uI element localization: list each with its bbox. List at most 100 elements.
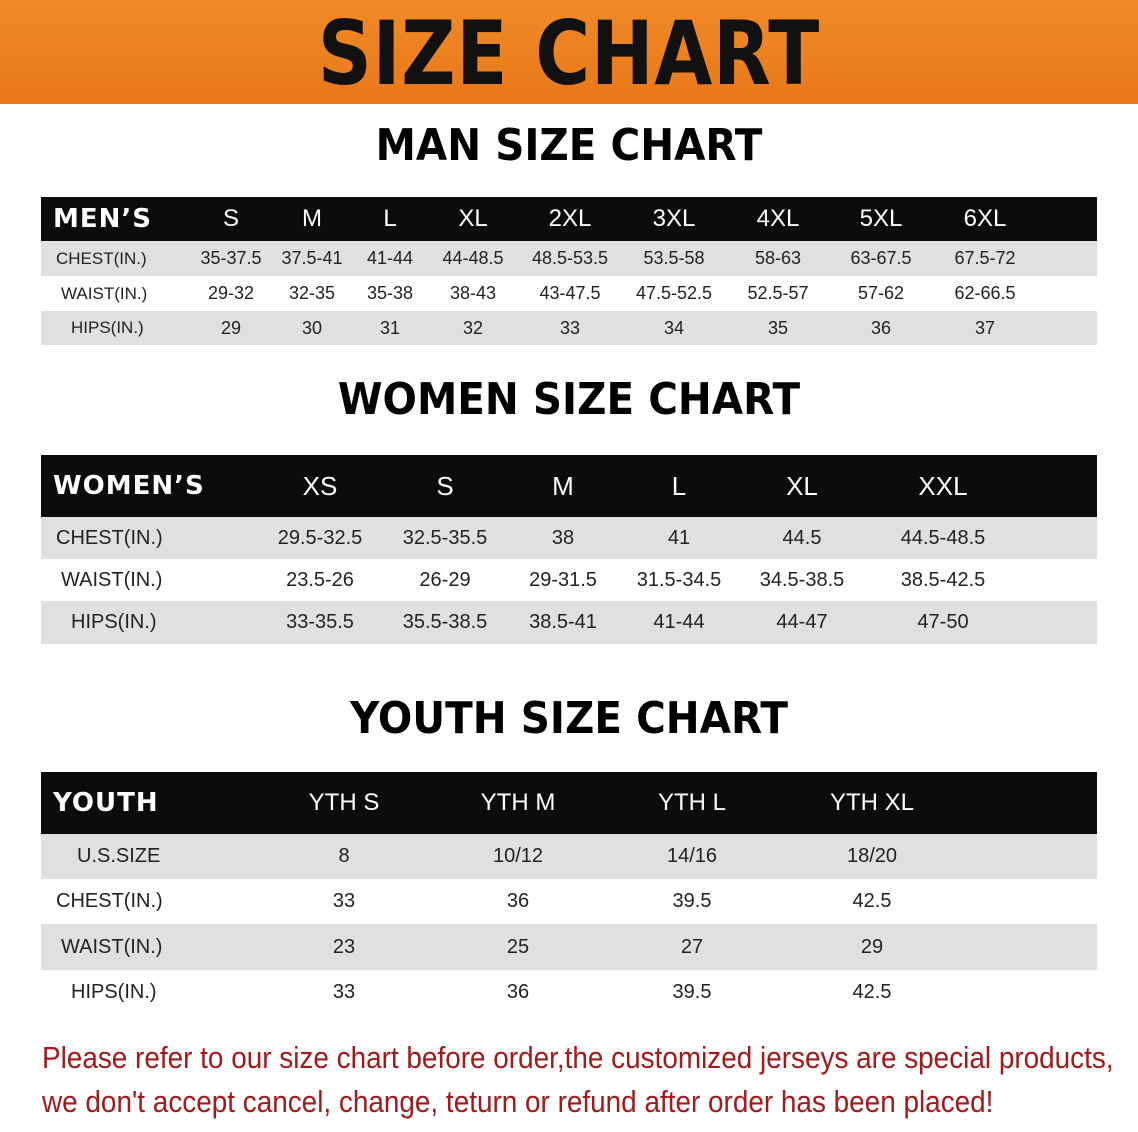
table-cell: 37 <box>974 317 996 338</box>
size-header-s: S <box>222 205 240 232</box>
table-cell: 44-48.5 <box>442 248 504 268</box>
table-cell: 36 <box>506 981 530 1003</box>
table-cell: 67.5-72 <box>954 248 1016 268</box>
table-row: HIPS(IN.) 33-35.5 35.5-38.5 38.5-41 41-44 44-… <box>41 601 1097 644</box>
row-label: HIPS(IN.) <box>71 318 144 337</box>
row-label: WAIST(IN.) <box>61 568 163 591</box>
table-cell: 29-32 <box>207 283 255 303</box>
women-size-table: WOMEN’S XS S M L XL XXL CHEST(IN.) 29.5-32.5 32.5… <box>41 455 1097 644</box>
women-header-label: WOMEN’S <box>53 471 205 501</box>
men-section-title: MAN SIZE CHART <box>375 120 763 171</box>
table-cell: 33 <box>332 890 356 912</box>
table-cell: 23.5-26 <box>286 568 354 591</box>
banner-title: SIZE CHART <box>317 2 821 105</box>
table-cell: 41-44 <box>366 248 414 268</box>
table-cell: 48.5-53.5 <box>531 248 609 268</box>
size-header-4xl: 4XL <box>756 205 800 232</box>
table-cell: 38 <box>551 526 575 549</box>
table-cell: 31 <box>379 317 401 338</box>
table-cell: 58-63 <box>754 248 802 268</box>
table-cell: 26-29 <box>419 568 471 591</box>
table-cell: 8 <box>338 845 350 867</box>
table-cell: 29 <box>860 935 884 958</box>
table-cell: 43-47.5 <box>539 283 601 303</box>
size-header-yth-xl: YTH XL <box>829 789 915 816</box>
size-header-xl: XL <box>458 205 488 232</box>
table-cell: 42.5 <box>852 890 892 912</box>
row-label: WAIST(IN.) <box>61 935 163 958</box>
men-header-label: MEN’S <box>53 204 152 234</box>
size-header-yth-m: YTH M <box>480 789 556 816</box>
size-header-m: M <box>552 470 574 501</box>
table-cell: 41 <box>667 526 691 549</box>
table-cell: 37.5-41 <box>281 248 343 268</box>
row-label: WAIST(IN.) <box>61 283 148 303</box>
table-cell: 31.5-34.5 <box>636 568 722 591</box>
table-cell: 63-67.5 <box>850 248 912 268</box>
size-header-6xl: 6XL <box>963 205 1007 232</box>
table-row: CHEST(IN.) 35-37.5 37.5-41 41-44 44-48.5 48.5… <box>41 241 1097 276</box>
table-cell: 35.5-38.5 <box>402 611 488 633</box>
table-cell: 47-50 <box>917 611 969 633</box>
table-cell: 52.5-57 <box>747 283 809 303</box>
table-cell: 62-66.5 <box>954 283 1016 303</box>
table-cell: 33-35.5 <box>286 611 354 633</box>
women-header-row: WOMEN’S XS S M L XL XXL <box>41 455 1097 517</box>
table-row: WAIST(IN.) 29-32 32-35 35-38 38-43 43-47.5 47.… <box>41 276 1097 311</box>
size-header-m: M <box>302 205 322 232</box>
row-label: CHEST(IN.) <box>56 526 163 549</box>
table-cell: 18/20 <box>846 845 898 867</box>
size-header-yth-l: YTH L <box>657 789 727 816</box>
table-cell: 32 <box>462 317 484 338</box>
banner: SIZE CHART <box>0 0 1138 105</box>
table-cell: 53.5-58 <box>643 248 705 268</box>
notice-line-1: Please refer to our size chart before or… <box>42 1040 1114 1075</box>
size-header-xl: XL <box>786 470 818 501</box>
men-size-table: MEN’S S M L XL 2XL 3XL 4XL 5XL 6XL CHEST(IN.) 35-37… <box>41 197 1097 345</box>
table-cell: 38-43 <box>449 283 497 303</box>
women-section-title: WOMEN SIZE CHART <box>337 374 801 425</box>
size-header-2xl: 2XL <box>548 205 592 232</box>
table-cell: 57-62 <box>857 283 905 303</box>
men-header-row: MEN’S S M L XL 2XL 3XL 4XL 5XL 6XL <box>41 197 1097 241</box>
table-cell: 33 <box>559 317 581 338</box>
table-cell: 35 <box>767 317 789 338</box>
table-cell: 44.5-48.5 <box>900 526 986 549</box>
table-cell: 36 <box>506 890 530 912</box>
table-row: CHEST(IN.) 29.5-32.5 32.5-35.5 38 41 44.5 44.5… <box>41 517 1097 559</box>
notice-line-2: we don't accept cancel, change, teturn o… <box>42 1084 994 1119</box>
size-header-3xl: 3XL <box>652 205 696 232</box>
table-cell: 25 <box>506 935 530 958</box>
table-cell: 35-37.5 <box>200 248 262 268</box>
table-row: WAIST(IN.) 23.5-26 26-29 29-31.5 31.5-34.5 34… <box>41 559 1097 601</box>
row-label: CHEST(IN.) <box>56 890 163 912</box>
size-header-s: S <box>436 470 454 501</box>
table-cell: 38.5-41 <box>529 611 597 633</box>
table-cell: 29 <box>220 317 242 338</box>
size-header-5xl: 5XL <box>859 205 903 232</box>
row-label: CHEST(IN.) <box>56 248 147 268</box>
table-cell: 39.5 <box>672 981 712 1003</box>
table-cell: 10/12 <box>492 845 544 867</box>
table-cell: 44-47 <box>776 611 828 633</box>
size-header-l: L <box>383 205 397 232</box>
youth-header-label: YOUTH <box>53 788 159 818</box>
table-cell: 32-35 <box>288 283 336 303</box>
table-cell: 32.5-35.5 <box>402 526 488 549</box>
table-cell: 33 <box>332 981 356 1003</box>
table-cell: 29-31.5 <box>529 568 597 591</box>
size-header-xs: XS <box>302 470 338 501</box>
table-cell: 14/16 <box>666 845 718 867</box>
table-row: WAIST(IN.) 23 25 27 29 <box>41 924 1097 970</box>
table-cell: 41-44 <box>653 611 705 633</box>
table-cell: 30 <box>301 317 323 338</box>
youth-section-title: YOUTH SIZE CHART <box>350 693 788 744</box>
table-cell: 36 <box>870 317 892 338</box>
table-cell: 34.5-38.5 <box>759 568 845 591</box>
table-cell: 39.5 <box>672 890 712 912</box>
table-cell: 29.5-32.5 <box>277 526 363 549</box>
table-cell: 42.5 <box>852 981 892 1003</box>
row-label: HIPS(IN.) <box>71 981 157 1003</box>
table-cell: 23 <box>332 935 356 958</box>
row-label: HIPS(IN.) <box>71 611 157 633</box>
